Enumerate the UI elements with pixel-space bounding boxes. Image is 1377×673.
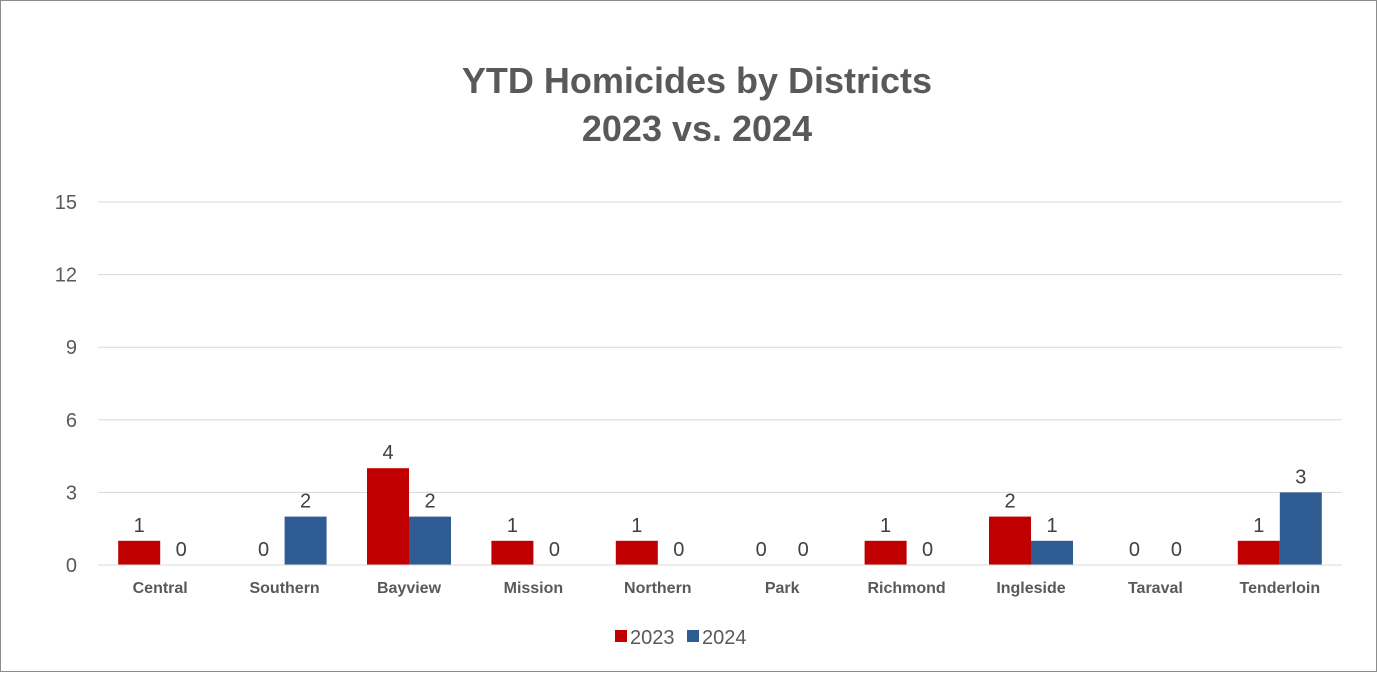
y-tick-label: 6 <box>66 410 77 432</box>
data-label: 2 <box>300 491 311 513</box>
data-label: 1 <box>1253 515 1264 537</box>
data-label: 1 <box>1046 515 1057 537</box>
bar-2023-central <box>118 540 161 565</box>
data-label: 1 <box>507 515 518 537</box>
bar-2023-richmond <box>864 540 907 565</box>
legend-swatch-2023 <box>615 630 627 642</box>
data-label: 0 <box>1129 539 1140 561</box>
x-tick-label: Bayview <box>377 580 442 597</box>
bar-2023-northern <box>615 540 658 565</box>
x-tick-label: Mission <box>504 580 564 597</box>
data-labels: 1 0 0 2 4 2 1 0 1 0 0 0 1 0 2 1 0 0 1 3 <box>134 442 1307 561</box>
data-label: 3 <box>1295 466 1306 488</box>
data-label: 0 <box>922 539 933 561</box>
y-tick-label: 9 <box>66 337 77 359</box>
bar-2023-ingleside <box>989 516 1031 565</box>
y-axis: 0 3 6 9 12 15 <box>55 192 77 577</box>
chart-subtitle: 2023 vs. 2024 <box>582 108 812 149</box>
data-label: 1 <box>631 515 642 537</box>
y-tick-label: 3 <box>66 482 77 504</box>
data-label: 1 <box>880 515 891 537</box>
chart-title: YTD Homicides by Districts <box>462 60 932 101</box>
x-tick-label: Taraval <box>1128 580 1183 597</box>
x-tick-label: Central <box>133 580 188 597</box>
data-label: 0 <box>258 539 269 561</box>
gridlines <box>98 201 1342 566</box>
y-tick-label: 12 <box>55 265 77 287</box>
legend-label: 2023 <box>630 627 675 649</box>
data-label: 2 <box>424 491 435 513</box>
data-label: 0 <box>1171 539 1182 561</box>
bar-2023-bayview <box>367 468 409 565</box>
data-label: 0 <box>798 539 809 561</box>
bar-2024-ingleside <box>1031 540 1073 565</box>
data-label: 1 <box>134 515 145 537</box>
data-label: 4 <box>382 442 393 464</box>
data-label: 2 <box>1004 491 1015 513</box>
x-tick-label: Ingleside <box>996 580 1065 597</box>
x-axis: Central Southern Bayview Mission Northern Par… <box>98 564 1342 597</box>
y-tick-label: 15 <box>55 192 77 214</box>
x-tick-label: Park <box>765 580 800 597</box>
legend: 2023 2024 <box>615 627 747 649</box>
legend-swatch-2024 <box>687 630 699 642</box>
y-tick-label: 0 <box>66 555 77 577</box>
bar-2024-bayview <box>409 516 451 565</box>
legend-label: 2024 <box>702 627 747 649</box>
data-label: 0 <box>756 539 767 561</box>
bar-2024-southern <box>284 516 327 565</box>
data-label: 0 <box>176 539 187 561</box>
bar-2024-tenderloin <box>1279 492 1322 565</box>
data-label: 0 <box>549 539 560 561</box>
bar-2023-mission <box>491 540 534 565</box>
bar-2023-tenderloin <box>1237 540 1280 565</box>
x-tick-label: Southern <box>249 580 319 597</box>
bars <box>118 468 1322 565</box>
x-tick-label: Northern <box>624 580 692 597</box>
data-label: 0 <box>673 539 684 561</box>
x-tick-label: Tenderloin <box>1240 580 1321 597</box>
x-tick-label: Richmond <box>867 580 945 597</box>
